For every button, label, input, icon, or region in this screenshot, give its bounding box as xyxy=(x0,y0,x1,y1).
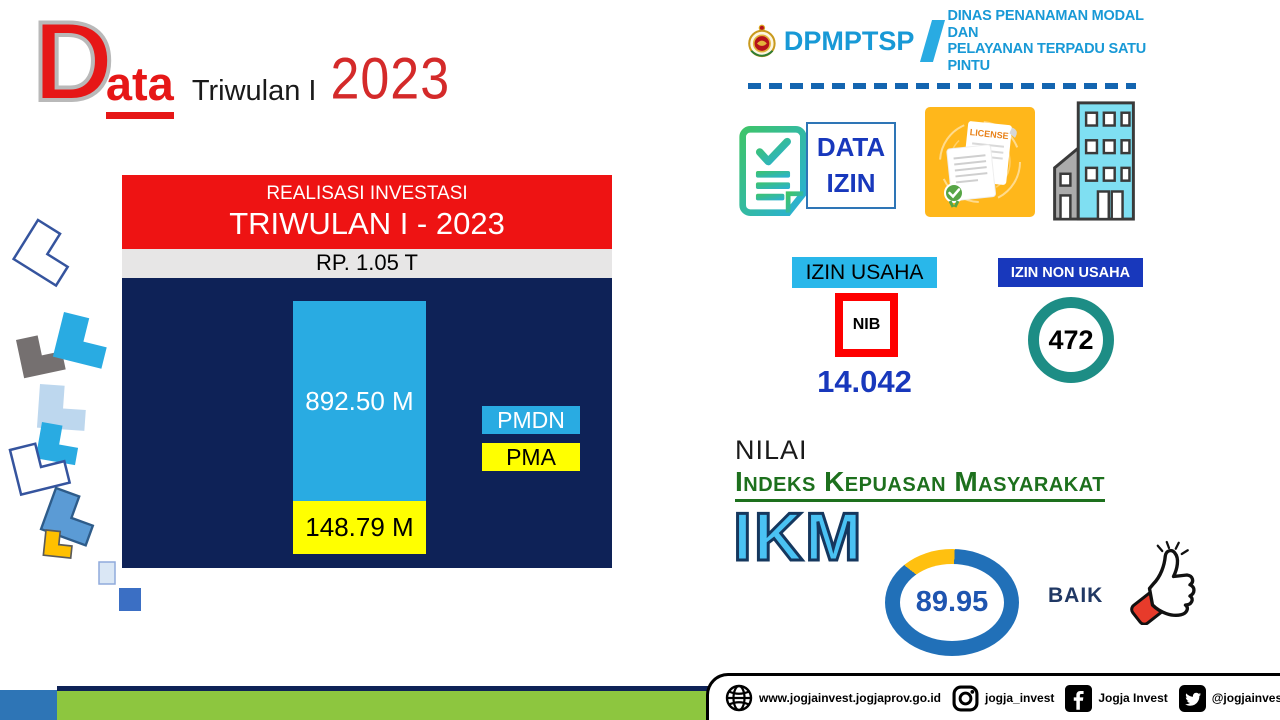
chart-legend: PMDN PMA xyxy=(482,406,580,472)
chart-title-line1: REALISASI INVESTASI xyxy=(266,183,468,204)
thumbs-up-icon xyxy=(1130,540,1196,625)
nib-count: 14.042 xyxy=(817,364,912,399)
facebook-name: Jogja Invest xyxy=(1098,691,1168,705)
office-building-icon xyxy=(1053,101,1135,221)
ikm-abbreviation: IKM xyxy=(732,498,864,577)
index-kepuasan-label: Indeks Kepuasan Masyarakat xyxy=(735,466,1105,502)
website-url: www.jogjainvest.jogjaprov.go.id xyxy=(759,691,942,705)
chart-plot-area: 892.50 M 148.79 M PMDN PMA xyxy=(122,278,612,569)
bar-segment-pma: 148.79 M xyxy=(293,501,426,555)
title-quarter: Triwulan I xyxy=(191,75,317,107)
agency-header: DPMPTSP DINAS PENANAMAN MODAL DAN PELAYA… xyxy=(748,8,1148,89)
bar-label-pma: 148.79 M xyxy=(305,512,414,543)
legend-item-pma: PMA xyxy=(482,443,580,472)
stacked-bar: 892.50 M 148.79 M xyxy=(293,301,426,555)
svg-text:LICENSE: LICENSE xyxy=(969,127,1009,141)
facebook-icon xyxy=(1065,684,1093,712)
ikm-heading: NILAI Indeks Kepuasan Masyarakat xyxy=(735,435,1105,502)
title-ata: ata xyxy=(105,56,174,119)
decorative-l-shapes xyxy=(8,218,141,611)
data-izin-line2: IZIN xyxy=(826,167,876,198)
instagram-icon xyxy=(952,685,979,711)
social-links-bar: www.jogjainvest.jogjaprov.go.id jogja_in… xyxy=(706,673,1280,720)
nilai-label: NILAI xyxy=(735,435,808,465)
agency-name-line1: DINAS PENANAMAN MODAL DAN xyxy=(947,8,1144,41)
yogyakarta-emblem-icon xyxy=(748,25,776,58)
twitter-handle: @jogjainvest xyxy=(1211,691,1280,705)
non-usaha-count-ring: 472 xyxy=(1028,297,1114,383)
website-link[interactable]: www.jogjainvest.jogjaprov.go.id xyxy=(725,684,941,712)
dashed-divider xyxy=(748,82,1136,89)
bar-segment-pmdn: 892.50 M xyxy=(293,301,426,502)
title-letter-d: D xyxy=(31,0,116,124)
footer-blue-block xyxy=(0,690,57,720)
izin-non-usaha-header: IZIN NON USAHA xyxy=(998,258,1143,287)
license-badge-icon: LICENSE xyxy=(925,107,1035,217)
data-izin-title-box: DATA IZIN xyxy=(806,122,896,209)
legend-item-pmdn: PMDN xyxy=(482,406,580,435)
agency-abbr: DPMPTSP xyxy=(783,25,915,56)
nib-label: NIB xyxy=(852,316,881,333)
ikm-score: 89.95 xyxy=(915,586,989,618)
investment-chart-panel: REALISASI INVESTASI TRIWULAN I - 2023 RP… xyxy=(122,175,612,569)
instagram-link[interactable]: jogja_invest xyxy=(952,685,1054,712)
bar-label-pmdn: 892.50 M xyxy=(305,385,414,416)
checklist-document-icon xyxy=(739,126,807,216)
title-year: 2023 xyxy=(330,46,451,112)
nib-badge: NIB xyxy=(835,293,898,357)
globe-icon xyxy=(725,684,753,712)
chart-title-line2: TRIWULAN I - 2023 xyxy=(229,205,505,241)
agency-divider-bar xyxy=(920,20,946,63)
twitter-icon xyxy=(1178,684,1206,712)
twitter-link[interactable]: @jogjainvest xyxy=(1178,684,1280,712)
data-izin-line1: DATA xyxy=(816,132,886,163)
facebook-link[interactable]: Jogja Invest xyxy=(1065,684,1168,712)
page-title: D ata Triwulan I 2023 xyxy=(31,0,451,124)
chart-header: REALISASI INVESTASI TRIWULAN I - 2023 xyxy=(122,175,612,250)
ikm-donut-chart: 89.95 xyxy=(885,549,1019,656)
ikm-rating: BAIK xyxy=(1048,584,1104,607)
agency-name: DINAS PENANAMAN MODAL DAN PELAYANAN TERP… xyxy=(947,8,1148,75)
non-usaha-count: 472 xyxy=(1048,324,1094,355)
chart-total-value: RP. 1.05 T xyxy=(122,249,612,279)
izin-usaha-header: IZIN USAHA xyxy=(792,257,937,288)
agency-name-line2: PELAYANAN TERPADU SATU PINTU xyxy=(947,41,1147,75)
instagram-handle: jogja_invest xyxy=(985,691,1055,705)
